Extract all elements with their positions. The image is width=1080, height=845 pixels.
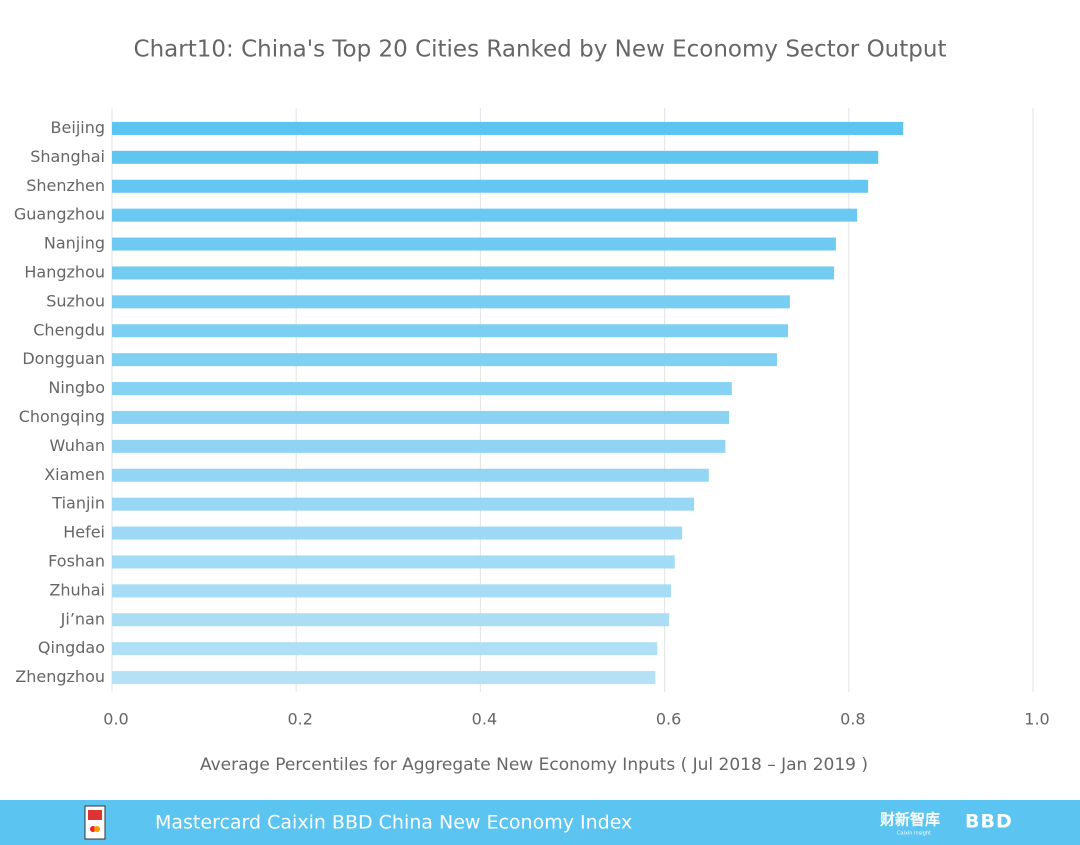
bar (112, 526, 683, 540)
x-tick-label: 0.2 (287, 710, 312, 729)
x-tick-label: 0.6 (656, 710, 681, 729)
y-tick-label: Suzhou (46, 291, 105, 310)
bar (112, 642, 658, 656)
x-tick-label: 1.0 (1024, 710, 1049, 729)
footer-logo-cn: 财新智库 (880, 811, 940, 829)
y-tick-label: Wuhan (50, 436, 105, 455)
y-tick-label: Shanghai (30, 147, 105, 166)
bar (112, 439, 726, 453)
x-tick-label: 0.4 (472, 710, 497, 729)
x-tick-label: 0.8 (840, 710, 865, 729)
bar (112, 208, 858, 222)
bar (112, 410, 730, 424)
bar (112, 671, 656, 685)
bar (112, 237, 836, 251)
bar (112, 324, 789, 338)
footer-band (0, 800, 1080, 845)
y-tick-label: Foshan (48, 551, 105, 570)
y-tick-label: Guangzhou (14, 205, 105, 224)
bar (112, 382, 732, 396)
y-tick-label: Dongguan (22, 349, 105, 368)
bar (112, 613, 670, 627)
footer-logo-bbd: BBD (965, 811, 1013, 833)
bar (112, 584, 672, 598)
y-tick-label: Zhuhai (49, 580, 105, 599)
y-tick-label: Chengdu (33, 320, 105, 339)
bar (112, 179, 869, 193)
y-tick-label: Nanjing (44, 234, 105, 253)
y-tick-label: Hangzhou (24, 262, 105, 281)
footer-title: Mastercard Caixin BBD China New Economy … (155, 812, 632, 834)
y-tick-label: Qingdao (38, 638, 105, 657)
y-tick-label: Shenzhen (26, 176, 105, 195)
chart-title: Chart10: China's Top 20 Cities Ranked by… (134, 37, 947, 63)
bar (112, 497, 695, 511)
footer-icon (84, 805, 106, 840)
bar (112, 555, 675, 569)
bar (112, 468, 709, 482)
bar (112, 150, 879, 164)
footer-logo-cn-sub: Caixin Insight (897, 831, 931, 837)
x-tick-label: 0.0 (103, 710, 128, 729)
y-tick-label: Zhengzhou (15, 667, 105, 686)
bar (112, 295, 790, 309)
y-tick-label: Tianjin (51, 494, 105, 513)
bar (112, 353, 777, 367)
y-tick-label: Xiamen (44, 465, 105, 484)
bar (112, 266, 835, 280)
y-tick-label: Ningbo (48, 378, 105, 397)
y-tick-label: Beijing (51, 118, 105, 137)
y-tick-label: Chongqing (19, 407, 105, 426)
y-tick-label: Hefei (63, 523, 105, 542)
bar (112, 121, 904, 135)
y-tick-label: Ji’nan (60, 609, 105, 628)
x-axis-label: Average Percentiles for Aggregate New Ec… (200, 755, 868, 775)
